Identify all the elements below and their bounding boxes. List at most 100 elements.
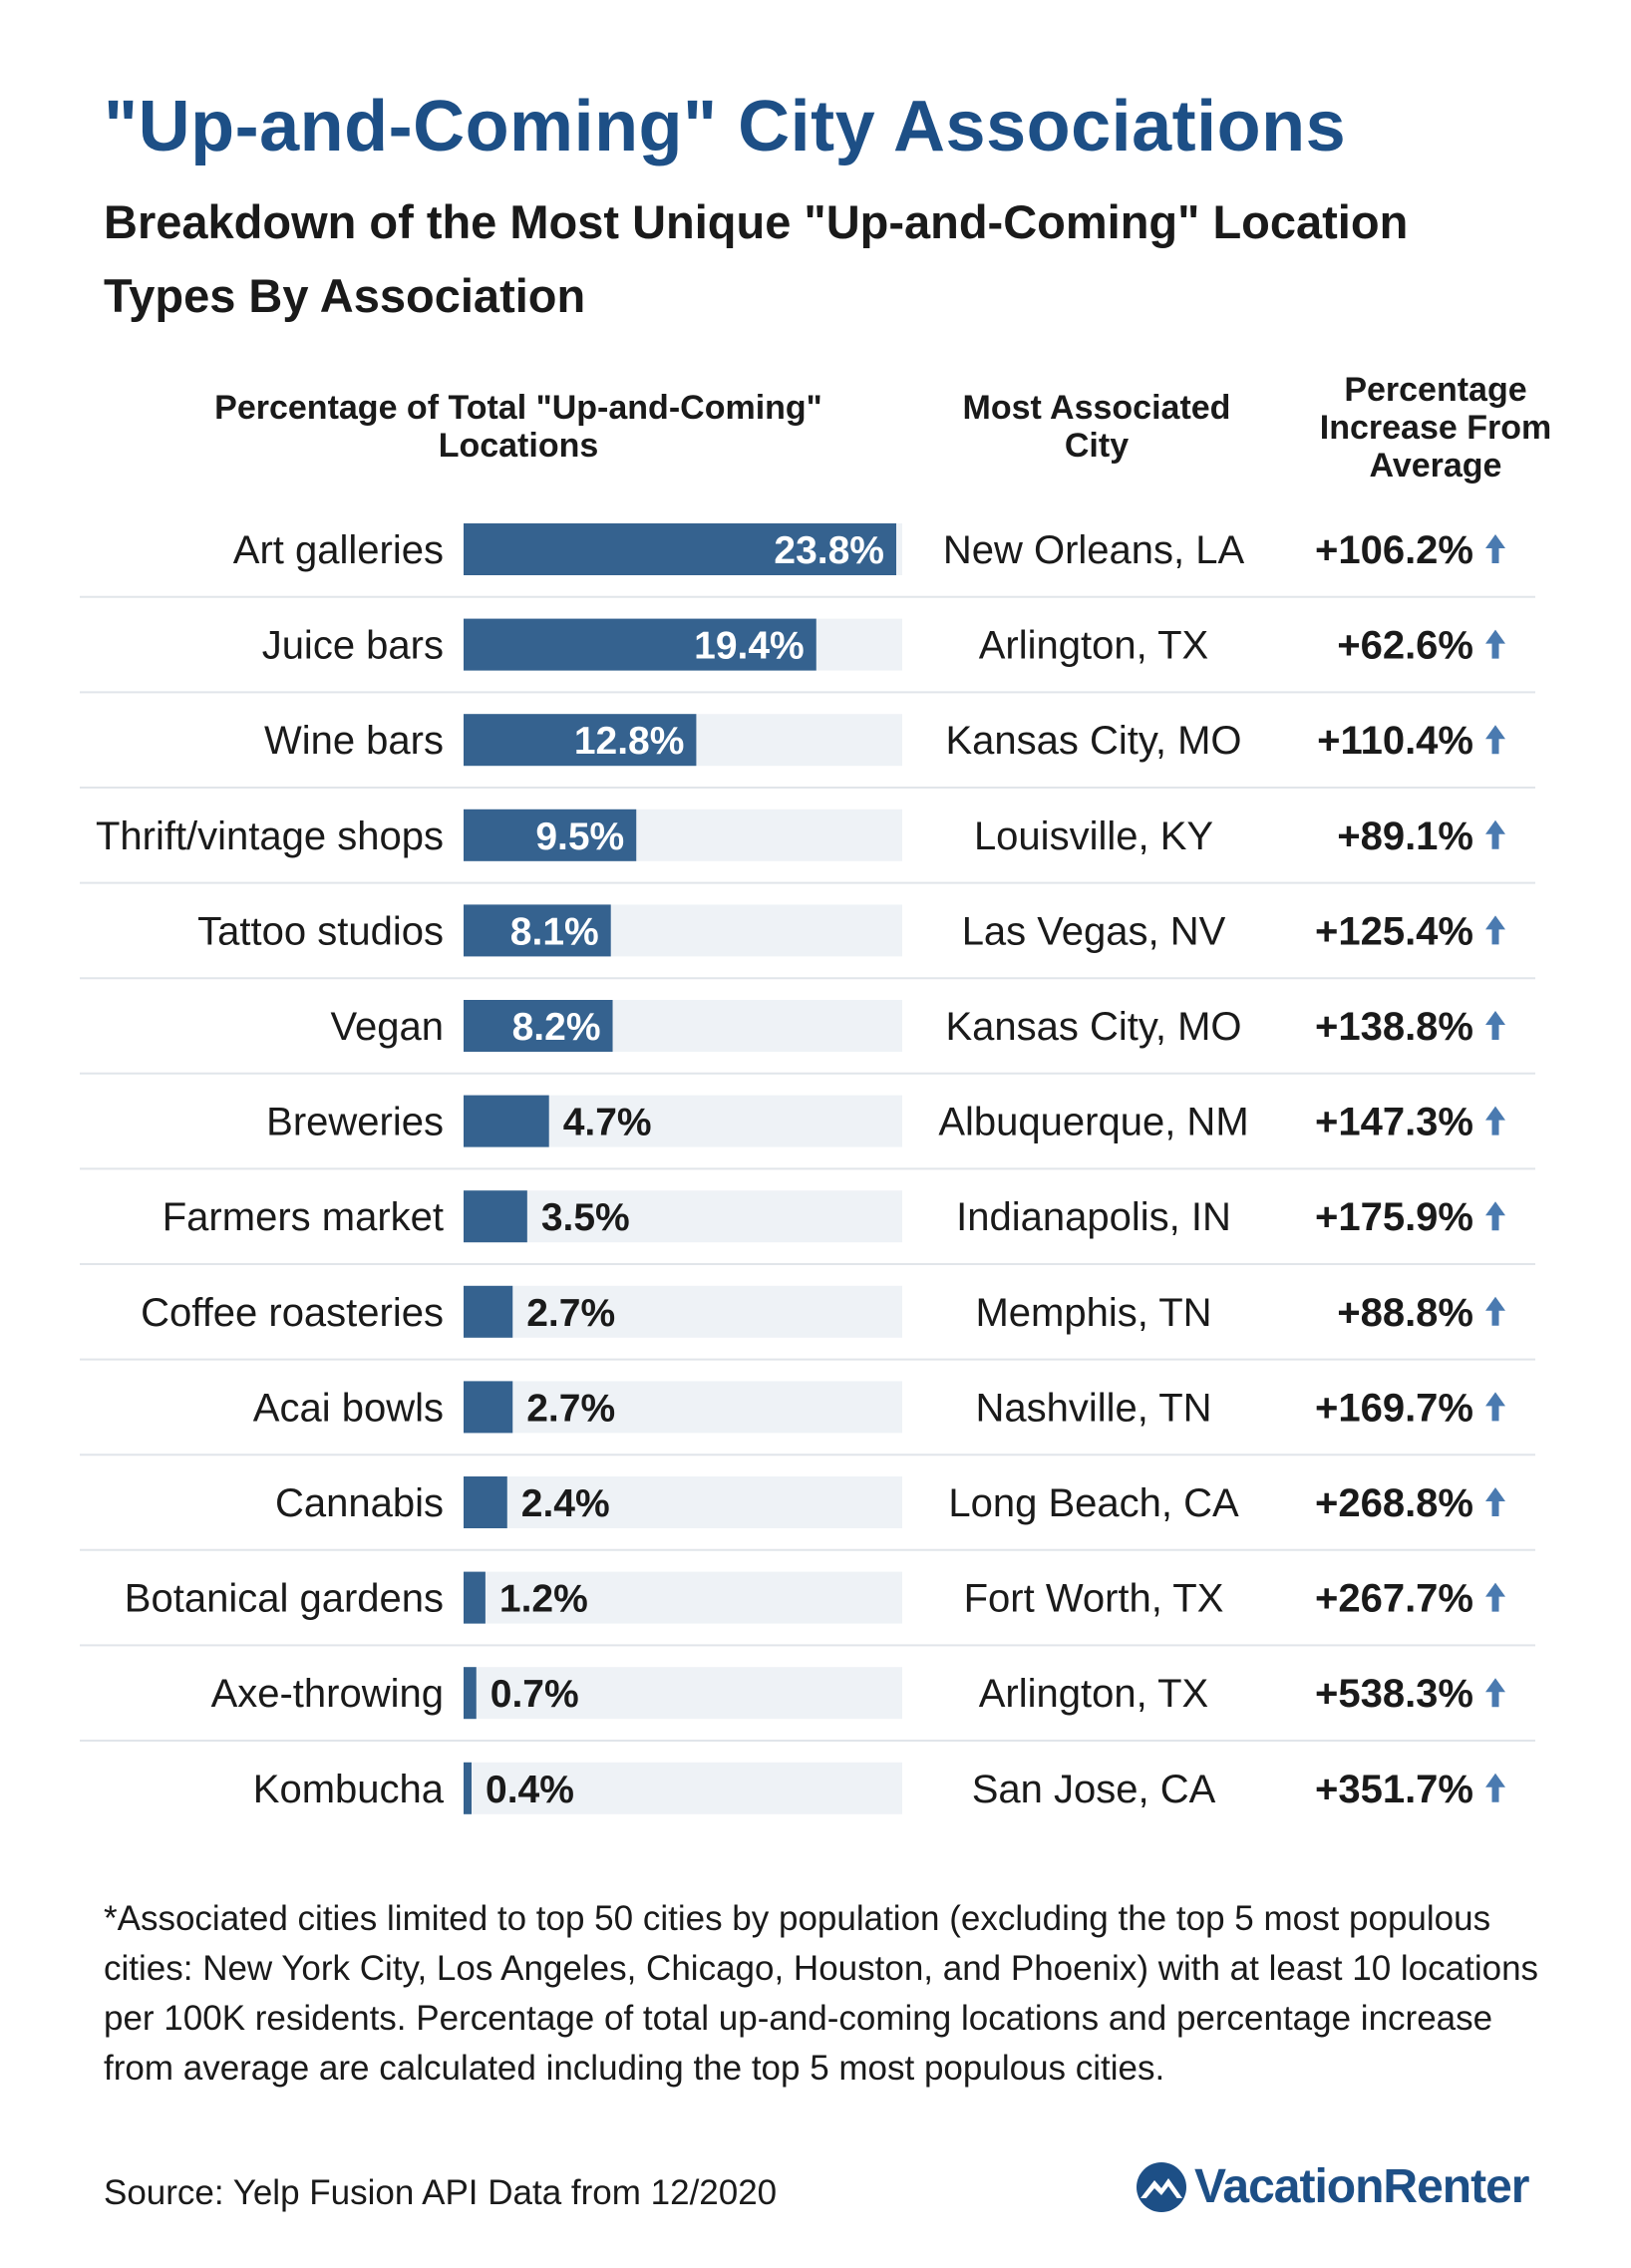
up-arrow-icon — [1485, 1392, 1505, 1422]
increase-label: +89.1% — [1337, 814, 1473, 858]
bar — [464, 1476, 507, 1528]
category-label: Kombucha — [253, 1768, 445, 1811]
page-title: "Up-and-Coming" City Associations — [104, 87, 1347, 166]
increase-label: +268.8% — [1315, 1481, 1473, 1525]
bar-track — [464, 1285, 902, 1338]
bar-track — [464, 1571, 902, 1624]
bar — [464, 1381, 513, 1434]
value-label: 12.8% — [574, 720, 685, 763]
increase-label: +147.3% — [1315, 1101, 1473, 1144]
value-label: 9.5% — [535, 815, 624, 858]
logo-text: VacationRenter — [1194, 2160, 1529, 2213]
up-arrow-icon — [1485, 1773, 1505, 1802]
value-label: 2.7% — [526, 1387, 615, 1430]
category-label: Axe-throwing — [211, 1672, 444, 1716]
category-label: Cannabis — [275, 1481, 444, 1525]
bar — [464, 1762, 472, 1814]
increase-label: +62.6% — [1337, 624, 1473, 668]
value-label: 3.5% — [541, 1196, 630, 1239]
bar — [464, 618, 816, 671]
city-label: Las Vegas, NV — [962, 909, 1226, 953]
city-label: Albuquerque, NM — [938, 1101, 1248, 1144]
bar-chart: Art galleries 23.8% New Orleans, LA +106.2%… — [80, 523, 1535, 1814]
up-arrow-icon — [1485, 1296, 1505, 1326]
bar — [464, 809, 637, 861]
increase-label: +267.7% — [1315, 1577, 1473, 1621]
category-label: Coffee roasteries — [141, 1291, 444, 1335]
source-note: Source: Yelp Fusion API Data from 12/202… — [104, 2173, 778, 2212]
increase-label: +351.7% — [1315, 1768, 1473, 1811]
up-arrow-icon — [1485, 915, 1505, 945]
up-arrow-icon — [1485, 1582, 1505, 1612]
bar-track — [464, 1381, 902, 1434]
bar — [464, 523, 896, 575]
header-city: Most Associated City — [962, 389, 1231, 465]
increase-label: +110.4% — [1317, 719, 1473, 763]
up-arrow-icon — [1485, 1011, 1505, 1040]
value-label: 2.7% — [526, 1292, 615, 1335]
value-label: 0.7% — [490, 1673, 579, 1716]
city-label: Arlington, TX — [979, 1672, 1209, 1716]
category-label: Thrift/vintage shops — [96, 814, 444, 858]
bar — [464, 1285, 513, 1338]
up-arrow-icon — [1485, 819, 1505, 849]
category-label: Wine bars — [264, 719, 444, 763]
bar — [464, 1000, 613, 1052]
bar — [464, 1190, 527, 1243]
value-label: 8.2% — [512, 1006, 601, 1049]
bar — [464, 1571, 486, 1624]
city-label: Indianapolis, IN — [956, 1195, 1231, 1239]
city-label: Kansas City, MO — [945, 1005, 1241, 1049]
bar-track — [464, 1476, 902, 1528]
value-label: 1.2% — [499, 1578, 588, 1621]
footnote: *Associated cities limited to top 50 cit… — [104, 1899, 1539, 2088]
category-label: Botanical gardens — [125, 1577, 444, 1621]
up-arrow-icon — [1485, 1678, 1505, 1708]
category-label: Art galleries — [233, 528, 444, 572]
up-arrow-icon — [1485, 725, 1505, 755]
increase-label: +88.8% — [1337, 1291, 1473, 1335]
city-label: Louisville, KY — [974, 814, 1213, 858]
category-label: Farmers market — [163, 1195, 444, 1239]
increase-label: +538.3% — [1315, 1672, 1473, 1716]
increase-label: +106.2% — [1315, 528, 1473, 572]
city-label: New Orleans, LA — [943, 528, 1245, 572]
up-arrow-icon — [1485, 1106, 1505, 1135]
increase-label: +169.7% — [1315, 1386, 1473, 1430]
value-label: 8.1% — [510, 910, 599, 953]
city-label: Fort Worth, TX — [964, 1577, 1224, 1621]
mountain-logo-icon — [1137, 2161, 1186, 2212]
header-increase: Percentage Increase From Average — [1319, 371, 1552, 485]
bar — [464, 1667, 477, 1720]
up-arrow-icon — [1485, 1201, 1505, 1231]
category-label: Vegan — [331, 1005, 444, 1049]
bar-track — [464, 1190, 902, 1243]
bar — [464, 904, 611, 957]
value-label: 2.4% — [521, 1482, 610, 1525]
category-label: Tattoo studios — [197, 909, 444, 953]
category-label: Juice bars — [262, 624, 444, 668]
city-label: Kansas City, MO — [945, 719, 1241, 763]
category-label: Breweries — [266, 1101, 444, 1144]
bar — [464, 714, 697, 767]
city-label: San Jose, CA — [972, 1768, 1216, 1811]
increase-label: +138.8% — [1315, 1005, 1473, 1049]
bar-track — [464, 1762, 902, 1814]
brand-logo: VacationRenter — [1135, 2159, 1529, 2214]
increase-label: +175.9% — [1315, 1195, 1473, 1239]
header-percentage: Percentage of Total "Up-and-Coming" Loca… — [214, 389, 822, 465]
page-subtitle: Breakdown of the Most Unique "Up-and-Com… — [104, 195, 1409, 322]
city-label: Memphis, TN — [975, 1291, 1211, 1335]
value-label: 19.4% — [694, 625, 805, 668]
city-label: Arlington, TX — [979, 624, 1209, 668]
category-label: Acai bowls — [253, 1386, 444, 1430]
bar-track — [464, 1667, 902, 1720]
increase-label: +125.4% — [1315, 909, 1473, 953]
up-arrow-icon — [1485, 1487, 1505, 1516]
up-arrow-icon — [1485, 629, 1505, 659]
city-label: Long Beach, CA — [948, 1481, 1239, 1525]
bar — [464, 1095, 549, 1147]
up-arrow-icon — [1485, 534, 1505, 563]
value-label: 23.8% — [774, 529, 884, 572]
value-label: 4.7% — [563, 1102, 652, 1144]
